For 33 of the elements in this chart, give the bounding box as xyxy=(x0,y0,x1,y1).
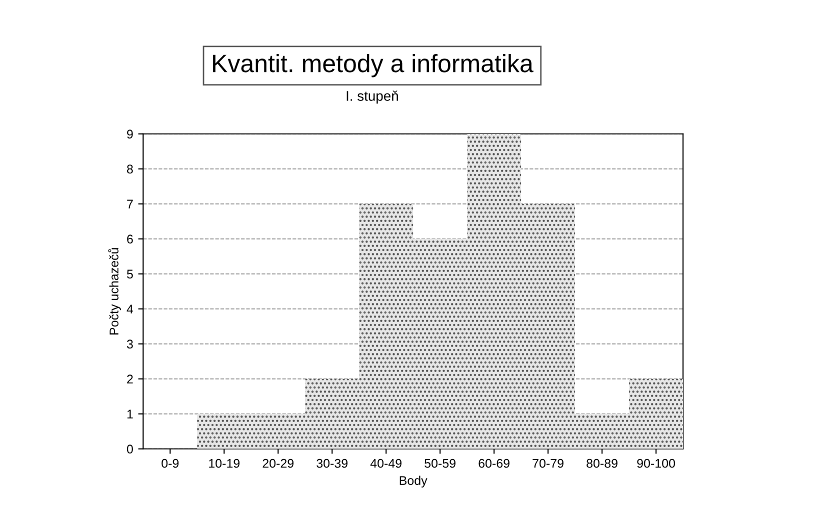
bar xyxy=(197,414,252,449)
x-tick-label: 40-49 xyxy=(370,458,402,468)
x-tick-label: 0-9 xyxy=(162,458,179,468)
x-tick-label: 80-89 xyxy=(586,458,618,468)
bar xyxy=(629,378,684,449)
chart-title: Kvantit. metody a informatika xyxy=(213,54,534,78)
x-tick-label: 30-39 xyxy=(316,458,348,468)
y-tick-label: 7 xyxy=(127,200,133,208)
bar xyxy=(575,414,630,449)
y-tick-label: 5 xyxy=(126,270,133,279)
y-tick-label: 9 xyxy=(127,130,133,139)
y-axis-title: Počty uchazečů xyxy=(108,248,121,334)
y-tick-label: 2 xyxy=(127,374,133,384)
x-tick-label: 50-59 xyxy=(424,458,456,468)
x-tick-label: 60-69 xyxy=(478,458,510,468)
bar xyxy=(359,204,414,449)
bar xyxy=(467,134,522,449)
y-tick-label: 0 xyxy=(126,444,133,454)
chart-subtitle: I. stupeň xyxy=(346,90,398,104)
x-tick-label: 90-100 xyxy=(637,458,676,468)
x-axis-title: Body xyxy=(400,476,428,488)
bar xyxy=(251,414,306,449)
bar xyxy=(521,204,576,449)
x-tick-label: 70-79 xyxy=(532,458,564,468)
bar xyxy=(305,378,360,449)
x-tick-label: 20-29 xyxy=(262,458,294,468)
bar xyxy=(413,238,468,449)
y-tick-label: 8 xyxy=(127,164,133,174)
y-tick-label: 1 xyxy=(127,410,133,418)
y-tick-label: 4 xyxy=(126,304,134,314)
x-tick-label: 10-19 xyxy=(209,458,240,468)
y-tick-label: 3 xyxy=(126,340,133,349)
y-tick-label: 6 xyxy=(127,234,133,244)
